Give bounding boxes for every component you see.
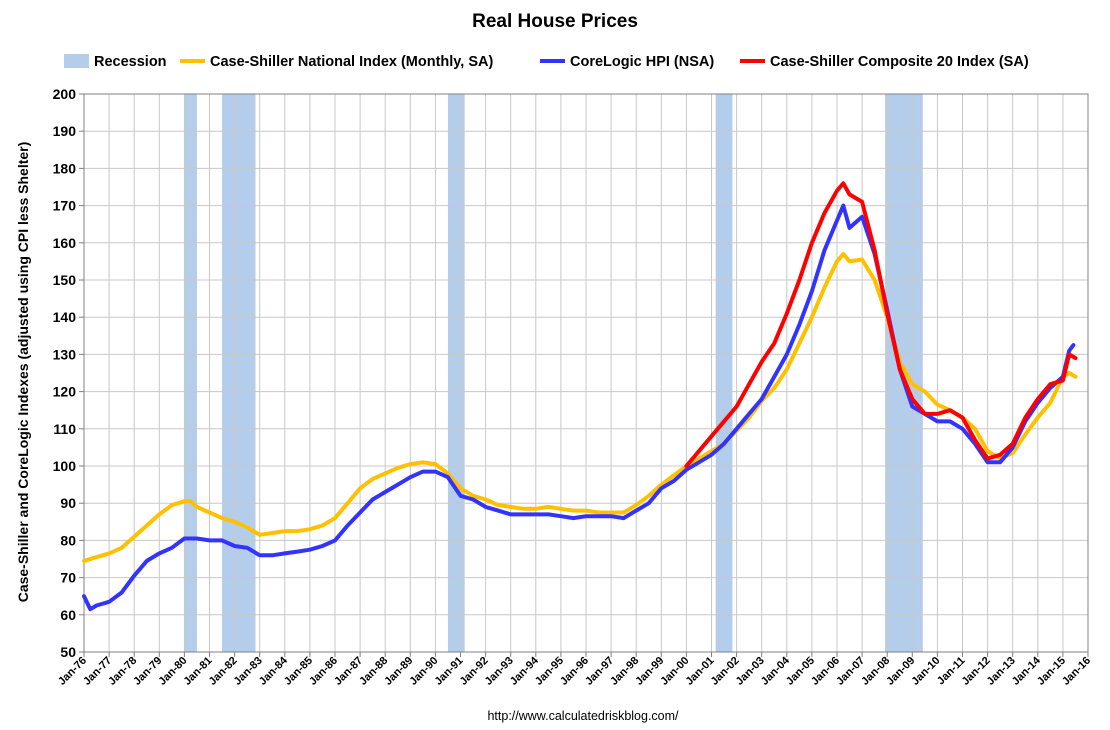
legend-label-2: Case-Shiller National Index (Monthly, SA… [210, 54, 493, 70]
ytick-label: 150 [53, 272, 77, 288]
ytick-label: 60 [60, 607, 76, 623]
ytick-label: 140 [53, 309, 77, 325]
recession-band-1 [184, 94, 197, 652]
recession-band-2 [222, 94, 256, 652]
series-line-1 [82, 252, 1078, 563]
chart-legend: Recession Case-Shiller National Index (Mo… [64, 54, 1029, 70]
xtick-label: Jan-16 [1060, 655, 1093, 688]
ytick-label: 120 [53, 384, 77, 400]
legend-label-3: CoreLogic HPI (NSA) [570, 54, 714, 70]
ytick-label: 100 [53, 458, 77, 474]
plot-area: 50 60 70 80 90 100 110 120 130 140 150 160 170 180 190… [53, 86, 1093, 688]
ytick-label: 110 [53, 421, 76, 437]
recession-band-3 [447, 94, 465, 652]
series-line-2 [82, 203, 1076, 612]
ytick-label: 50 [60, 644, 76, 660]
recession-band-4 [715, 94, 733, 652]
source-url: http://www.calculatedriskblog.com/ [487, 709, 679, 723]
y-axis-label: Case-Shiller and CoreLogic Indexes (adju… [15, 142, 31, 603]
ytick-label: 90 [60, 495, 76, 511]
plot-border [83, 93, 1089, 653]
legend-label-4: Case-Shiller Composite 20 Index (SA) [770, 54, 1029, 70]
ytick-label: 190 [53, 123, 77, 139]
ytick-label: 180 [53, 160, 77, 176]
ytick-label: 170 [53, 198, 77, 214]
series-line-3 [684, 181, 1078, 468]
chart-title: Real House Prices [472, 11, 638, 32]
ytick-label: 130 [53, 346, 77, 362]
ytick-label: 80 [60, 532, 76, 548]
ytick-label: 160 [53, 235, 77, 251]
ytick-label: 200 [53, 86, 77, 102]
legend-label-1: Recession [94, 54, 167, 70]
ytick-label: 70 [60, 570, 76, 586]
legend-swatch-recession [64, 54, 89, 68]
